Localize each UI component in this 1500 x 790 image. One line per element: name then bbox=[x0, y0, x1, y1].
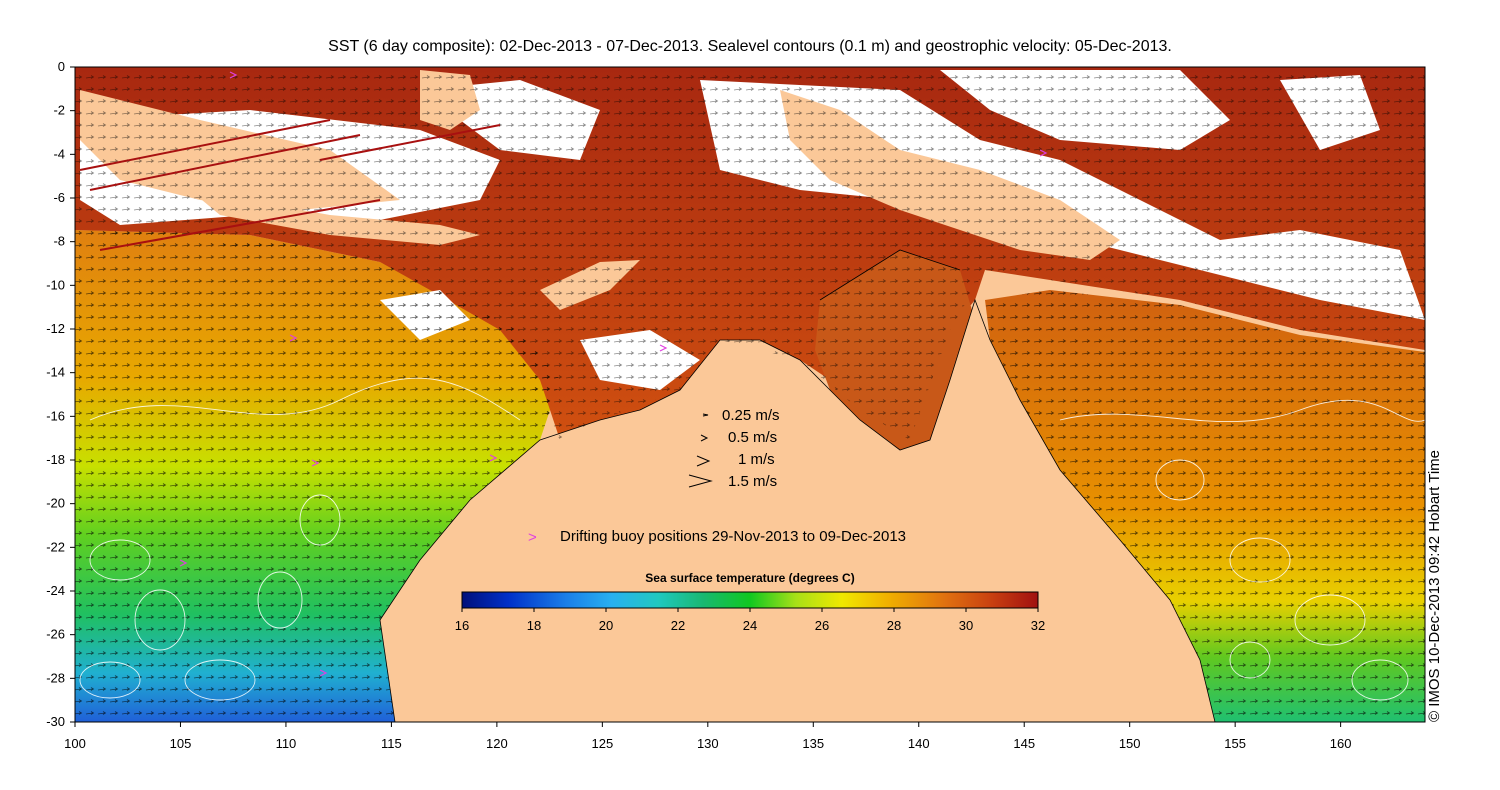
colorbar-tick-label-7: 30 bbox=[959, 618, 973, 633]
y-tick-label-13: -26 bbox=[46, 627, 65, 642]
colorbar-tick-label-0: 16 bbox=[455, 618, 469, 633]
velocity-arrow-2 bbox=[696, 455, 711, 467]
buoy-markers bbox=[179, 71, 1048, 677]
buoy-symbol: > bbox=[528, 529, 537, 546]
y-tick-label-2: -4 bbox=[53, 146, 65, 161]
colorbar-ticks: 16 18 20 22 24 26 28 30 32 bbox=[455, 608, 1045, 633]
buoy-legend: > Drifting buoy positions 29-Nov-2013 to… bbox=[528, 528, 906, 546]
y-tick-label-11: -22 bbox=[46, 539, 65, 554]
y-tick-label-5: -10 bbox=[46, 277, 65, 292]
x-tick-label-4: 120 bbox=[486, 736, 508, 751]
x-tick-label-8: 140 bbox=[908, 736, 930, 751]
plot-frame bbox=[74, 66, 1426, 723]
y-tick-label-12: -24 bbox=[46, 583, 65, 598]
y-axis: 0 -2 -4 -6 -8 -10 -12 -14 -16 -18 -20 -22 -24 -26 -28 -… bbox=[46, 59, 75, 729]
x-tick-label-0: 100 bbox=[64, 736, 86, 751]
colorbar-tick-label-4: 24 bbox=[743, 618, 757, 633]
y-tick-label-6: -12 bbox=[46, 321, 65, 336]
map-title: SST (6 day composite): 02-Dec-2013 - 07-… bbox=[328, 38, 1172, 55]
colorbar-tick-label-1: 18 bbox=[527, 618, 541, 633]
x-tick-label-5: 125 bbox=[591, 736, 613, 751]
plot-area bbox=[75, 67, 1425, 722]
x-axis: 100 105 110 115 120 125 130 135 140 145 150 155 160 bbox=[64, 722, 1351, 751]
x-tick-label-10: 150 bbox=[1119, 736, 1141, 751]
colorbar: Sea surface temperature (degrees C) 16 18… bbox=[455, 571, 1045, 633]
y-tick-label-3: -6 bbox=[53, 190, 65, 205]
velocity-label-2: 1 m/s bbox=[738, 451, 775, 468]
velocity-arrow-3 bbox=[688, 474, 713, 488]
y-tick-label-4: -8 bbox=[53, 234, 65, 249]
y-tick-label-8: -16 bbox=[46, 408, 65, 423]
colorbar-tick-label-2: 20 bbox=[599, 618, 613, 633]
x-tick-label-3: 115 bbox=[381, 736, 402, 751]
velocity-arrows-east bbox=[985, 290, 1425, 722]
y-tick-label-9: -18 bbox=[46, 452, 65, 467]
copyright-credit: © IMOS 10-Dec-2013 09:42 Hobart Time bbox=[1426, 449, 1443, 722]
velocity-arrows-west bbox=[75, 230, 560, 722]
x-tick-label-2: 110 bbox=[276, 736, 297, 751]
colorbar-gradient bbox=[461, 591, 1039, 609]
x-tick-label-11: 155 bbox=[1224, 736, 1246, 751]
velocity-arrows-north bbox=[75, 67, 1425, 440]
colorbar-tick-label-8: 32 bbox=[1031, 618, 1045, 633]
colorbar-tick-label-5: 26 bbox=[815, 618, 829, 633]
velocity-arrow-0 bbox=[702, 413, 709, 417]
velocity-label-0: 0.25 m/s bbox=[722, 407, 780, 424]
buoy-label: Drifting buoy positions 29-Nov-2013 to 0… bbox=[560, 528, 906, 545]
y-tick-label-7: -14 bbox=[46, 365, 65, 380]
velocity-legend: 0.25 m/s 0.5 m/s 1 m/s 1.5 m/s bbox=[688, 407, 780, 490]
y-tick-label-1: -2 bbox=[53, 103, 65, 118]
x-tick-label-1: 105 bbox=[170, 736, 192, 751]
x-tick-label-7: 135 bbox=[802, 736, 824, 751]
colorbar-tick-label-6: 28 bbox=[887, 618, 901, 633]
x-tick-label-6: 130 bbox=[697, 736, 719, 751]
x-tick-label-12: 160 bbox=[1330, 736, 1352, 751]
sst-streaks bbox=[79, 119, 501, 251]
sealevel-contours bbox=[79, 377, 1425, 701]
velocity-arrow-1 bbox=[700, 434, 709, 442]
y-tick-label-10: -20 bbox=[46, 496, 65, 511]
velocity-label-1: 0.5 m/s bbox=[728, 429, 777, 446]
colorbar-tick-label-3: 22 bbox=[671, 618, 685, 633]
y-tick-label-14: -28 bbox=[46, 670, 65, 685]
x-tick-label-9: 145 bbox=[1013, 736, 1035, 751]
y-tick-label-15: -30 bbox=[46, 714, 65, 729]
velocity-label-3: 1.5 m/s bbox=[728, 473, 777, 490]
colorbar-title: Sea surface temperature (degrees C) bbox=[645, 571, 854, 585]
y-tick-label-0: 0 bbox=[58, 59, 65, 74]
